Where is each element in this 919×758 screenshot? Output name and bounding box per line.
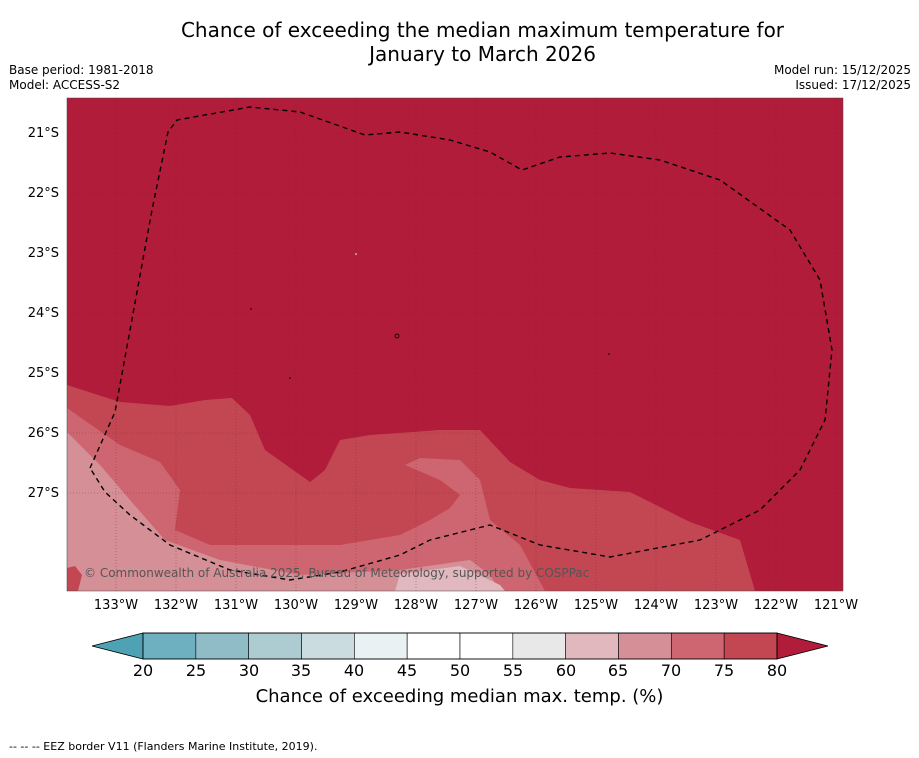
colorbar-segment-55-60: [512, 632, 566, 660]
colorbar-tick-60: 60: [555, 661, 577, 680]
lon-label-122: 122°W: [753, 598, 799, 613]
colorbar-segment-40-45: [354, 632, 408, 660]
colorbar-segment-30-35: [248, 632, 302, 660]
model-name: Model: ACCESS-S2: [9, 78, 121, 92]
lat-label-26: 26°S: [27, 426, 59, 441]
speck-75: [215, 518, 240, 528]
colorbar-segment-75-80: [723, 632, 778, 660]
lon-label-132: 132°W: [153, 598, 199, 613]
corner-75: [67, 566, 82, 591]
colorbar-segment-65-70: [618, 632, 672, 660]
title-line-2: January to March 2026: [369, 42, 596, 66]
island-dot: [355, 253, 357, 255]
colorbar-segment-70-75: [671, 632, 725, 660]
colorbar-tick-70: 70: [660, 661, 682, 680]
lat-label-25: 25°S: [27, 366, 59, 381]
colorbar-high-extend: [776, 632, 829, 660]
colorbar: [91, 632, 829, 660]
colorbar-tick-50: 50: [449, 661, 471, 680]
colorbar-tick-35: 35: [290, 661, 312, 680]
map-frame: [66, 97, 844, 592]
colorbar-frame: [142, 632, 778, 660]
colorbar-tick-20: 20: [132, 661, 154, 680]
lat-label-24: 24°S: [27, 306, 59, 321]
gridlines: [67, 98, 843, 591]
lon-label-127: 127°W: [453, 598, 499, 613]
band-65: [67, 432, 500, 591]
lat-label-27: 27°S: [27, 486, 59, 501]
colorbar-tick-45: 45: [396, 661, 418, 680]
copyright-note: © Commonwealth of Australia 2025, Bureau…: [84, 566, 590, 580]
colorbar-tick-80: 80: [766, 661, 788, 680]
colorbar-segment-20-25: [142, 632, 197, 660]
island-dot: [608, 353, 610, 355]
map-area: [67, 98, 843, 591]
eez-border: [89, 106, 833, 581]
colorbar-tick-55: 55: [502, 661, 524, 680]
lon-label-131: 131°W: [213, 598, 259, 613]
island-dot: [394, 333, 400, 339]
lon-label-126: 126°W: [513, 598, 559, 613]
eez-legend-note: -- -- -- EEZ border V11 (Flanders Marine…: [9, 740, 318, 753]
colorbar-segment-50-55: [459, 632, 514, 660]
lon-label-125: 125°W: [573, 598, 619, 613]
band-75: [67, 385, 755, 591]
colorbar-tick-65: 65: [607, 661, 629, 680]
base-period: Base period: 1981-2018: [9, 63, 154, 77]
lon-label-128: 128°W: [393, 598, 439, 613]
lon-label-129: 129°W: [333, 598, 379, 613]
title-line-1: Chance of exceeding the median maximum t…: [180, 18, 785, 42]
lon-label-130: 130°W: [273, 598, 319, 613]
colorbar-segment-35-40: [301, 632, 355, 660]
meta-left: Base period: 1981-2018 Model: ACCESS-S2: [9, 63, 154, 93]
colorbar-segment-60-65: [565, 632, 619, 660]
colorbar-tick-30: 30: [238, 661, 260, 680]
issued-date: Issued: 17/12/2025: [795, 78, 911, 92]
lon-label-133: 133°W: [93, 598, 139, 613]
band-70: [67, 408, 545, 591]
colorbar-segments: [142, 632, 778, 660]
band-60: [395, 566, 505, 591]
model-run: Model run: 15/12/2025: [773, 63, 911, 77]
colorbar-tick-40: 40: [343, 661, 365, 680]
lat-label-23: 23°S: [27, 246, 59, 261]
colorbar-segment-45-50: [406, 632, 461, 660]
colorbar-tick-75: 75: [713, 661, 735, 680]
colorbar-segment-25-30: [195, 632, 249, 660]
colorbar-low-extend: [91, 632, 144, 660]
chart-title: Chance of exceeding the median maximum t…: [0, 18, 919, 66]
lat-label-21: 21°S: [27, 126, 59, 141]
lon-label-121: 121°W: [813, 598, 859, 613]
lat-label-22: 22°S: [27, 186, 59, 201]
colorbar-tick-25: 25: [185, 661, 207, 680]
meta-right: Model run: 15/12/2025 Issued: 17/12/2025: [774, 63, 911, 93]
island-dot: [289, 377, 291, 379]
lon-label-124: 124°W: [633, 598, 679, 613]
island-dot: [250, 308, 252, 310]
lon-label-123: 123°W: [693, 598, 739, 613]
colorbar-title: Chance of exceeding median max. temp. (%…: [255, 686, 664, 707]
